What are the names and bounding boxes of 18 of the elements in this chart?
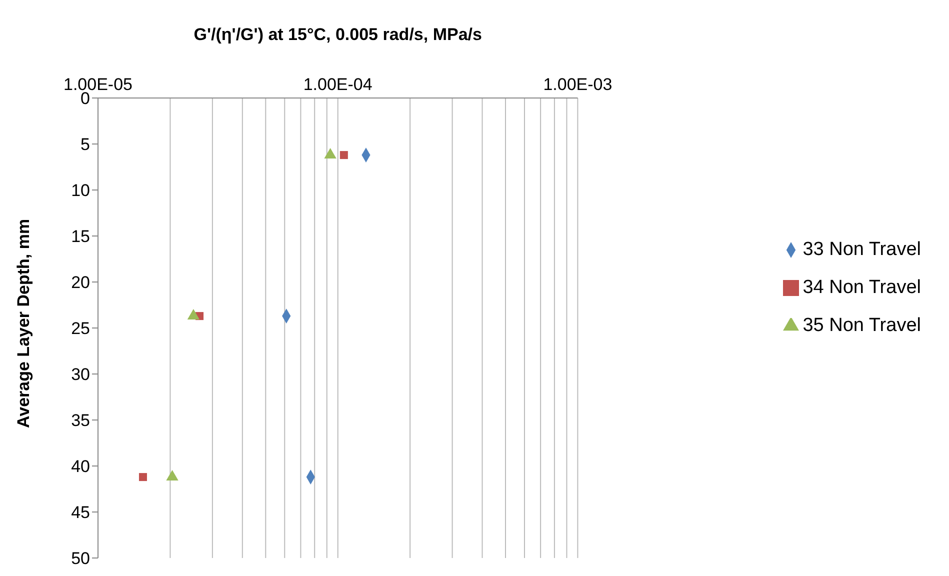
y-tick-label: 50 xyxy=(71,549,90,568)
y-tick-label: 0 xyxy=(80,89,90,108)
legend-label: 33 Non Travel xyxy=(802,239,921,260)
y-tick-label: 20 xyxy=(71,273,90,292)
y-tick-label: 45 xyxy=(71,503,90,522)
y-tick-label: 35 xyxy=(71,411,90,430)
y-tick-label: 30 xyxy=(71,365,90,384)
x-tick-label: 1.00E-03 xyxy=(543,75,612,94)
legend-label: 34 Non Travel xyxy=(802,277,921,298)
x-tick-label: 1.00E-04 xyxy=(303,75,372,94)
y-tick-label: 40 xyxy=(71,457,90,476)
y-tick-label: 10 xyxy=(71,181,90,200)
x-axis-title: G'/(η'/G') at 15°C, 0.005 rad/s, MPa/s xyxy=(194,25,482,44)
y-axis-title: Average Layer Depth, mm xyxy=(14,218,34,428)
legend-label: 35 Non Travel xyxy=(802,315,921,336)
y-tick-label: 5 xyxy=(80,135,90,154)
y-tick-label: 25 xyxy=(71,319,90,338)
y-tick-label: 15 xyxy=(71,227,90,246)
